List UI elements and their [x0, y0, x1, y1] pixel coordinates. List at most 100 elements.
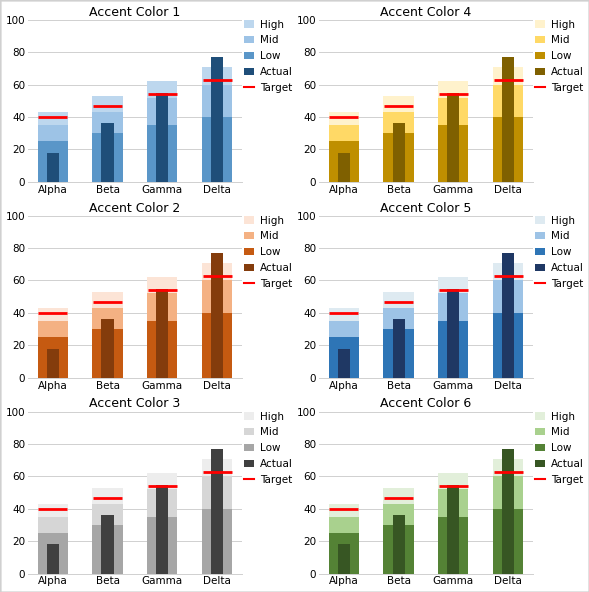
- Bar: [493, 509, 523, 574]
- Bar: [438, 81, 468, 182]
- Bar: [493, 477, 523, 574]
- Bar: [392, 515, 405, 574]
- Bar: [38, 308, 68, 378]
- Title: Accent Color 5: Accent Color 5: [380, 201, 472, 214]
- Title: Accent Color 4: Accent Color 4: [380, 5, 472, 18]
- Bar: [47, 153, 59, 182]
- Bar: [329, 141, 359, 182]
- Bar: [447, 484, 459, 574]
- Bar: [383, 292, 413, 378]
- Bar: [38, 112, 68, 182]
- Bar: [92, 292, 123, 378]
- Bar: [337, 153, 350, 182]
- Bar: [329, 504, 359, 574]
- Bar: [147, 490, 177, 574]
- Bar: [211, 449, 223, 574]
- Bar: [92, 112, 123, 182]
- Bar: [383, 525, 413, 574]
- Bar: [101, 319, 114, 378]
- Title: Accent Color 1: Accent Color 1: [90, 5, 180, 18]
- Bar: [92, 504, 123, 574]
- Bar: [337, 545, 350, 574]
- Bar: [202, 117, 232, 182]
- Bar: [438, 294, 468, 378]
- Bar: [383, 329, 413, 378]
- Bar: [493, 117, 523, 182]
- Bar: [329, 533, 359, 574]
- Bar: [438, 277, 468, 378]
- Bar: [329, 112, 359, 182]
- Bar: [438, 517, 468, 574]
- Bar: [329, 321, 359, 378]
- Bar: [383, 96, 413, 182]
- Bar: [147, 125, 177, 182]
- Bar: [493, 313, 523, 378]
- Bar: [147, 277, 177, 378]
- Title: Accent Color 3: Accent Color 3: [90, 397, 180, 410]
- Bar: [156, 92, 168, 182]
- Bar: [329, 517, 359, 574]
- Bar: [493, 459, 523, 574]
- Bar: [92, 488, 123, 574]
- Bar: [38, 533, 68, 574]
- Bar: [92, 133, 123, 182]
- Bar: [156, 484, 168, 574]
- Bar: [202, 459, 232, 574]
- Legend: High, Mid, Low, Actual, Target: High, Mid, Low, Actual, Target: [244, 20, 293, 92]
- Bar: [447, 288, 459, 378]
- Bar: [438, 125, 468, 182]
- Bar: [502, 449, 514, 574]
- Bar: [392, 319, 405, 378]
- Bar: [202, 509, 232, 574]
- Bar: [202, 263, 232, 378]
- Bar: [438, 98, 468, 182]
- Bar: [47, 349, 59, 378]
- Bar: [383, 488, 413, 574]
- Bar: [493, 67, 523, 182]
- Bar: [383, 112, 413, 182]
- Bar: [38, 504, 68, 574]
- Bar: [38, 141, 68, 182]
- Bar: [38, 517, 68, 574]
- Bar: [447, 92, 459, 182]
- Bar: [147, 473, 177, 574]
- Bar: [383, 308, 413, 378]
- Bar: [493, 263, 523, 378]
- Bar: [38, 125, 68, 182]
- Bar: [92, 96, 123, 182]
- Legend: High, Mid, Low, Actual, Target: High, Mid, Low, Actual, Target: [535, 411, 584, 484]
- Bar: [147, 294, 177, 378]
- Bar: [329, 308, 359, 378]
- Bar: [211, 253, 223, 378]
- Bar: [147, 321, 177, 378]
- Bar: [202, 477, 232, 574]
- Bar: [493, 85, 523, 182]
- Bar: [92, 308, 123, 378]
- Legend: High, Mid, Low, Actual, Target: High, Mid, Low, Actual, Target: [535, 20, 584, 92]
- Bar: [92, 329, 123, 378]
- Bar: [202, 85, 232, 182]
- Bar: [493, 281, 523, 378]
- Bar: [101, 515, 114, 574]
- Bar: [502, 57, 514, 182]
- Legend: High, Mid, Low, Actual, Target: High, Mid, Low, Actual, Target: [535, 215, 584, 288]
- Bar: [147, 517, 177, 574]
- Title: Accent Color 6: Accent Color 6: [380, 397, 472, 410]
- Bar: [329, 337, 359, 378]
- Bar: [502, 253, 514, 378]
- Bar: [392, 124, 405, 182]
- Bar: [38, 337, 68, 378]
- Title: Accent Color 2: Accent Color 2: [90, 201, 180, 214]
- Bar: [438, 490, 468, 574]
- Bar: [202, 281, 232, 378]
- Bar: [383, 133, 413, 182]
- Bar: [438, 473, 468, 574]
- Bar: [202, 313, 232, 378]
- Legend: High, Mid, Low, Actual, Target: High, Mid, Low, Actual, Target: [244, 411, 293, 484]
- Bar: [147, 98, 177, 182]
- Bar: [38, 321, 68, 378]
- Bar: [92, 525, 123, 574]
- Legend: High, Mid, Low, Actual, Target: High, Mid, Low, Actual, Target: [244, 215, 293, 288]
- Bar: [329, 125, 359, 182]
- Bar: [156, 288, 168, 378]
